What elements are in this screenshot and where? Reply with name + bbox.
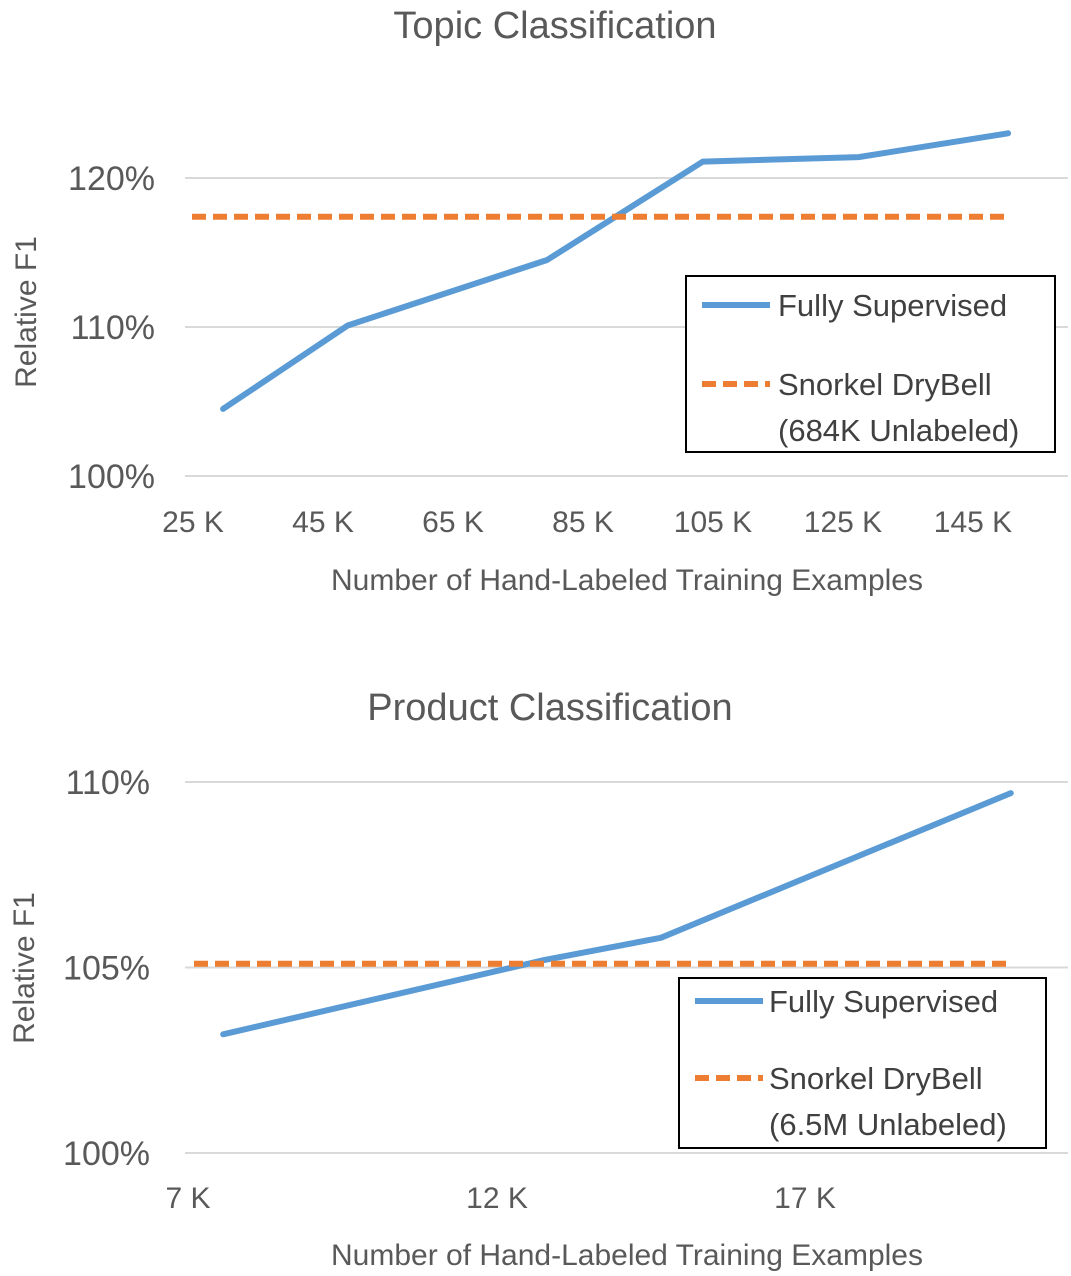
y-tick-label: 105% — [63, 950, 150, 988]
chart-title: Product Classification — [367, 687, 732, 729]
topic-classification-chart: Topic Classification 100% 110% 120% 25 K 45… — [10, 5, 1068, 597]
y-tick-label: 100% — [68, 458, 155, 496]
legend-label-snorkel-drybell: Snorkel DryBell — [769, 1061, 983, 1096]
x-tick-label: 17 K — [774, 1182, 836, 1215]
x-tick-label: 65 K — [422, 506, 484, 539]
x-tick-label: 145 K — [934, 506, 1012, 539]
series-lines — [194, 790, 1014, 1038]
y-axis-label: Relative F1 — [10, 236, 43, 388]
series-line-fully-supervised — [220, 790, 1014, 1038]
x-tick-label: 105 K — [674, 506, 752, 539]
x-tick-label: 125 K — [804, 506, 882, 539]
x-tick-labels: 7 K 12 K 17 K — [165, 1182, 835, 1215]
y-tick-label: 100% — [63, 1135, 150, 1173]
series-line-fully-supervised — [220, 130, 1012, 412]
x-tick-label: 25 K — [162, 506, 224, 539]
x-tick-label: 45 K — [292, 506, 354, 539]
legend-label-snorkel-drybell: Snorkel DryBell — [778, 367, 992, 402]
x-tick-label: 85 K — [552, 506, 614, 539]
legend: Fully Supervised Snorkel DryBell (684K U… — [685, 275, 1056, 453]
series-lines — [192, 130, 1012, 412]
gridlines — [185, 781, 1068, 1154]
product-classification-chart: Product Classification 100% 105% 110% 7 K 1… — [8, 687, 1068, 1272]
x-tick-label: 12 K — [466, 1182, 528, 1215]
x-axis-label: Number of Hand-Labeled Training Examples — [331, 1239, 923, 1272]
y-tick-label: 110% — [71, 309, 155, 347]
y-tick-labels: 100% 105% 110% — [63, 764, 150, 1173]
legend-box — [678, 977, 1047, 1149]
legend-label-fully-supervised: Fully Supervised — [778, 288, 1007, 323]
y-tick-label: 110% — [66, 764, 150, 802]
legend: Fully Supervised Snorkel DryBell (6.5M U… — [678, 977, 1047, 1149]
x-tick-labels: 25 K 45 K 65 K 85 K 105 K 125 K 145 K — [162, 506, 1012, 539]
x-tick-label: 7 K — [165, 1182, 210, 1215]
y-tick-labels: 100% 110% 120% — [68, 160, 155, 496]
y-tick-label: 120% — [68, 160, 155, 198]
x-axis-label: Number of Hand-Labeled Training Examples — [331, 564, 923, 597]
legend-label-snorkel-drybell-note: (684K Unlabeled) — [778, 413, 1019, 448]
legend-label-fully-supervised: Fully Supervised — [769, 984, 998, 1019]
y-axis-label: Relative F1 — [8, 892, 41, 1044]
chart-title: Topic Classification — [393, 5, 716, 47]
legend-label-snorkel-drybell-note: (6.5M Unlabeled) — [769, 1107, 1007, 1142]
